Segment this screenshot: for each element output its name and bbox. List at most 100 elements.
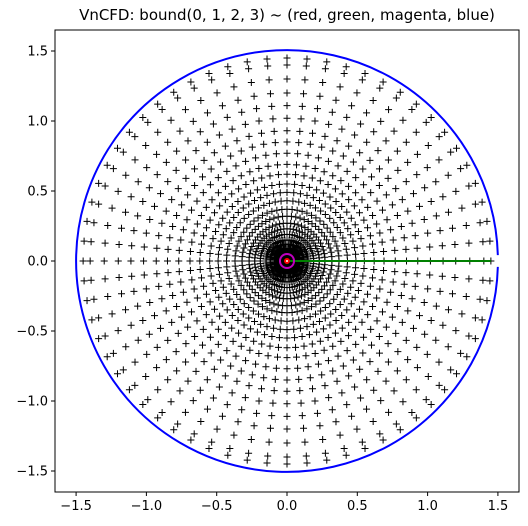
grid-point-marker [206, 257, 214, 265]
grid-point-marker [283, 89, 291, 97]
grid-point-marker [338, 125, 346, 133]
grid-point-marker [267, 270, 275, 278]
grid-point-marker [268, 412, 276, 420]
grid-point-marker [217, 356, 225, 364]
grid-point-marker [313, 105, 321, 113]
grid-point-marker [367, 325, 375, 333]
grid-point-marker [411, 282, 419, 290]
grid-point-marker [326, 214, 334, 222]
grid-point-marker [332, 197, 340, 205]
grid-point-marker [349, 158, 357, 166]
grid-point-marker [424, 229, 432, 237]
grid-point-marker [237, 367, 245, 375]
y-tick-label: 0.5 [27, 185, 48, 200]
grid-point-marker [224, 63, 232, 71]
grid-point-marker [176, 127, 184, 135]
grid-point-marker [267, 262, 275, 270]
grid-point-marker [219, 214, 227, 222]
grid-point-marker [384, 340, 392, 348]
grid-point-marker [357, 120, 365, 128]
grid-point-marker [164, 178, 172, 186]
grid-point-marker [260, 201, 268, 209]
grid-point-marker [139, 316, 147, 324]
x-tick-label: −1.0 [131, 499, 163, 514]
grid-point-marker [292, 343, 300, 351]
grid-point-marker [188, 238, 196, 246]
grid-point-marker [298, 229, 306, 237]
grid-point-marker [328, 406, 336, 414]
grid-point-marker [313, 409, 321, 417]
grid-point-marker [298, 181, 306, 189]
grid-point-marker [316, 275, 324, 283]
grid-point-marker [354, 286, 362, 294]
grid-point-marker [253, 186, 261, 194]
grid-point-marker [334, 162, 342, 170]
grid-point-marker [200, 156, 208, 164]
grid-point-marker [293, 206, 301, 214]
grid-point-marker [299, 244, 307, 252]
grid-point-marker [262, 297, 270, 305]
grid-point-marker [90, 219, 98, 227]
grid-point-marker [441, 128, 449, 136]
grid-point-marker [301, 315, 309, 323]
grid-point-marker [318, 285, 326, 293]
grid-point-marker [83, 297, 91, 305]
grid-point-marker [139, 198, 147, 206]
grid-point-marker [345, 318, 353, 326]
grid-point-marker [153, 343, 161, 351]
grid-point-marker [95, 179, 103, 187]
grid-point-marker [342, 451, 350, 459]
grid-point-marker [292, 301, 300, 309]
grid-point-marker [369, 303, 377, 311]
grid-point-marker [373, 197, 381, 205]
grid-point-marker [261, 183, 269, 191]
boundary-0-circle [284, 258, 290, 264]
grid-point-marker [276, 189, 284, 197]
grid-point-marker [240, 300, 248, 308]
grid-point-marker [374, 147, 382, 155]
grid-point-marker [197, 418, 205, 426]
grid-point-marker [343, 306, 351, 314]
grid-point-marker [190, 84, 198, 92]
grid-point-marker [273, 308, 281, 316]
grid-point-marker [235, 185, 243, 193]
grid-point-marker [279, 219, 287, 227]
grid-point-marker [143, 350, 151, 358]
grid-point-marker [223, 347, 231, 355]
grid-point-marker [268, 333, 276, 341]
grid-point-marker [321, 304, 329, 312]
grid-point-marker [333, 224, 341, 232]
grid-point-marker [174, 185, 182, 193]
grid-point-marker [88, 198, 96, 206]
grid-point-marker [175, 257, 183, 265]
grid-point-marker [283, 149, 291, 157]
grid-point-marker [168, 318, 176, 326]
grid-point-marker [191, 332, 199, 340]
grid-point-marker [254, 204, 262, 212]
grid-point-marker [233, 242, 241, 250]
grid-point-marker [197, 211, 205, 219]
grid-point-marker [234, 197, 242, 205]
grid-point-marker [240, 321, 248, 329]
grid-point-marker [239, 248, 247, 256]
grid-point-marker [299, 252, 307, 260]
grid-point-marker [329, 233, 337, 241]
grid-point-marker [369, 211, 377, 219]
grid-point-marker [210, 365, 218, 373]
grid-point-marker [327, 204, 335, 212]
grid-point-marker [479, 276, 487, 284]
grid-point-marker [258, 303, 266, 311]
grid-point-marker [338, 389, 346, 397]
grid-point-marker [351, 221, 359, 229]
grid-point-marker [158, 105, 166, 113]
grid-point-marker [167, 398, 175, 406]
grid-point-marker [314, 360, 322, 368]
grid-point-marker [341, 240, 349, 248]
grid-point-marker [413, 270, 421, 278]
grid-point-marker [266, 298, 274, 306]
grid-point-marker [206, 298, 214, 306]
grid-point-marker [246, 232, 254, 240]
grid-point-marker [377, 117, 385, 125]
grid-point-marker [324, 357, 332, 365]
grid-point-marker [264, 162, 272, 170]
